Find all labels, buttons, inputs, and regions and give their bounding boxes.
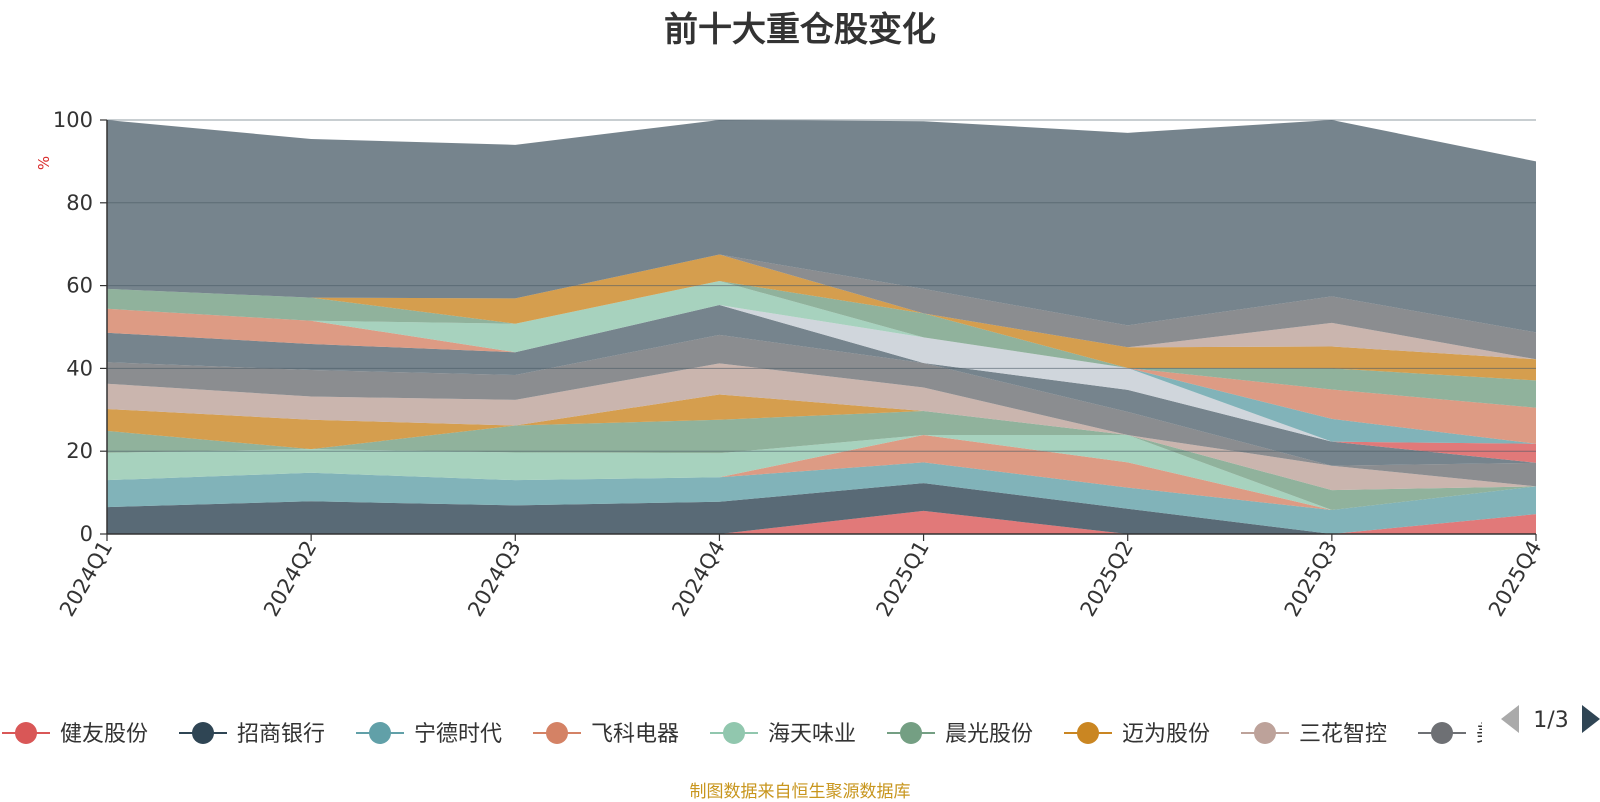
legend-item[interactable]: 三花智控 xyxy=(1241,722,1387,747)
y-tick-label: 0 xyxy=(80,522,93,546)
legend-marker-icon xyxy=(1254,722,1276,744)
area-series-11 xyxy=(107,305,1536,463)
legend-label: 健友股份 xyxy=(60,722,148,747)
legend-marker-icon xyxy=(192,722,214,744)
x-tick-label: 2024Q3 xyxy=(463,537,525,621)
legend-marker-icon xyxy=(1431,722,1453,744)
x-axis-ticks: 2024Q1 2024Q2 2024Q3 2024Q4 2025Q1 2025Q2 2025… xyxy=(55,534,1546,621)
area-series-19 xyxy=(107,120,1536,333)
area-series-7 xyxy=(107,363,1536,491)
legend-marker-icon xyxy=(15,722,37,744)
legend-item[interactable]: 宁德时代 xyxy=(356,722,502,747)
legend-marker-icon xyxy=(546,722,568,744)
legend-label: 飞科电器 xyxy=(591,722,679,747)
legend: 健友股份 招商银行 宁德时代 飞科电器 海天味业 晨光股份 迈为股份 三花智控 美的集团 xyxy=(2,722,1564,747)
legend-item[interactable]: 健友股份 xyxy=(2,722,148,747)
legend-item[interactable]: 飞科电器 xyxy=(533,722,679,747)
grid-lines xyxy=(107,119,1536,452)
legend-item[interactable]: 招商银行 xyxy=(179,722,325,747)
y-tick-label: 80 xyxy=(66,191,93,215)
area-series-16 xyxy=(107,254,1536,381)
legend-item[interactable]: 晨光股份 xyxy=(887,722,1033,747)
area-series-group xyxy=(107,120,1536,534)
legend-label: 招商银行 xyxy=(237,722,325,747)
legend-label: 晨光股份 xyxy=(945,722,1033,747)
area-series-4 xyxy=(107,435,1536,510)
legend-marker-icon xyxy=(369,722,391,744)
area-series-1 xyxy=(107,483,1536,534)
area-series-13 xyxy=(107,305,1536,444)
area-series-18 xyxy=(107,254,1536,360)
legend-pager: 1/3 xyxy=(1501,705,1600,733)
area-series-3 xyxy=(107,435,1536,510)
area-series-0 xyxy=(107,510,1536,534)
area-series-6 xyxy=(107,394,1536,491)
y-tick-label: 40 xyxy=(66,356,93,380)
legend-marker-icon xyxy=(723,722,745,744)
area-series-9 xyxy=(107,305,1536,466)
area-series-17 xyxy=(107,254,1536,360)
x-tick-label: 2025Q2 xyxy=(1076,537,1138,621)
y-axis-unit-label: % xyxy=(35,156,53,170)
y-axis-ticks: 0 20 40 60 80 100 xyxy=(53,108,107,546)
y-tick-label: 100 xyxy=(53,108,93,132)
axes xyxy=(106,120,1536,535)
x-tick-label: 2025Q3 xyxy=(1280,537,1342,621)
legend-item[interactable]: 美的集团 xyxy=(1418,722,1564,747)
area-series-15 xyxy=(107,281,1536,408)
legend-marker-icon xyxy=(1077,722,1099,744)
legend-label: 海天味业 xyxy=(768,722,856,747)
area-series-5 xyxy=(107,411,1536,510)
legend-label: 三花智控 xyxy=(1299,722,1387,747)
x-tick-label: 2024Q2 xyxy=(259,537,321,621)
area-series-2 xyxy=(107,462,1536,534)
y-tick-label: 20 xyxy=(66,439,93,463)
legend-label: 美的集团 xyxy=(1476,722,1564,747)
x-tick-label: 2024Q4 xyxy=(667,537,729,621)
legend-item[interactable]: 迈为股份 xyxy=(1064,722,1210,747)
legend-label: 迈为股份 xyxy=(1122,722,1210,747)
legend-marker-icon xyxy=(900,722,922,744)
legend-label: 宁德时代 xyxy=(414,722,502,747)
legend-item[interactable]: 海天味业 xyxy=(710,722,856,747)
legend-prev-icon[interactable] xyxy=(1501,705,1519,733)
legend-page-indicator: 1/3 xyxy=(1533,708,1568,733)
area-series-8 xyxy=(107,334,1536,487)
x-tick-label: 2024Q1 xyxy=(55,537,117,621)
legend-next-icon[interactable] xyxy=(1582,705,1600,733)
data-source-footer: 制图数据来自恒生聚源数据库 xyxy=(689,782,911,802)
y-tick-label: 60 xyxy=(66,274,93,298)
x-tick-label: 2025Q1 xyxy=(871,537,933,621)
chart-title: 前十大重仓股变化 xyxy=(664,10,936,50)
x-tick-label: 2025Q4 xyxy=(1484,537,1546,621)
area-series-12 xyxy=(107,305,1536,444)
